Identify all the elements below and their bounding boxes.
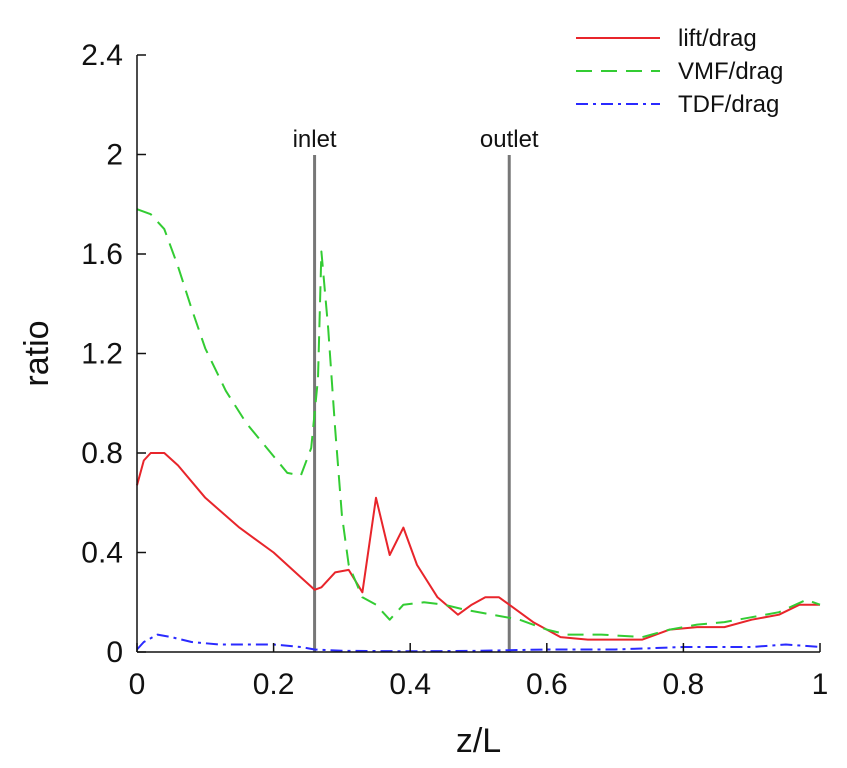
annotation-labels: inlet outlet [293, 126, 539, 153]
y-tick-label: 2 [106, 139, 123, 172]
annotation-label-outlet: outlet [480, 126, 539, 153]
y-tick-label: 1.6 [81, 238, 123, 271]
y-tick-label: 1.2 [81, 338, 123, 371]
x-tick-label: 0.8 [663, 668, 705, 701]
series-layer [136, 208, 821, 653]
x-tick-label: 0 [129, 668, 146, 701]
x-tick-label: 0.4 [389, 668, 431, 701]
x-axis-label: z/L [456, 722, 501, 760]
axes-layer [136, 54, 821, 653]
series-line-tdf-drag [136, 633, 821, 653]
y-tick-label: 0 [106, 636, 123, 669]
legend-label-vmf-drag: VMF/drag [678, 58, 783, 85]
annotation-label-inlet: inlet [293, 126, 337, 153]
x-tick-label: 0.2 [253, 668, 295, 701]
y-tick-label: 0.8 [81, 437, 123, 470]
y-tick-label: 0.4 [81, 537, 123, 570]
x-tick-label: 1 [812, 668, 829, 701]
x-tick-label: 0.6 [526, 668, 568, 701]
legend: lift/drag VMF/drag TDF/drag [576, 25, 783, 118]
y-axis-label: ratio [18, 320, 56, 386]
annotation-lines [313, 155, 511, 652]
series-line-vmf-drag [136, 208, 821, 639]
y-tick-label: 2.4 [81, 39, 123, 72]
tick-labels: 0 0.4 0.8 1.2 1.6 2 2.4 0 0.2 0.4 0.6 0.8 1 [81, 39, 828, 701]
legend-label-tdf-drag: TDF/drag [678, 91, 779, 118]
legend-label-lift-drag: lift/drag [678, 25, 757, 52]
